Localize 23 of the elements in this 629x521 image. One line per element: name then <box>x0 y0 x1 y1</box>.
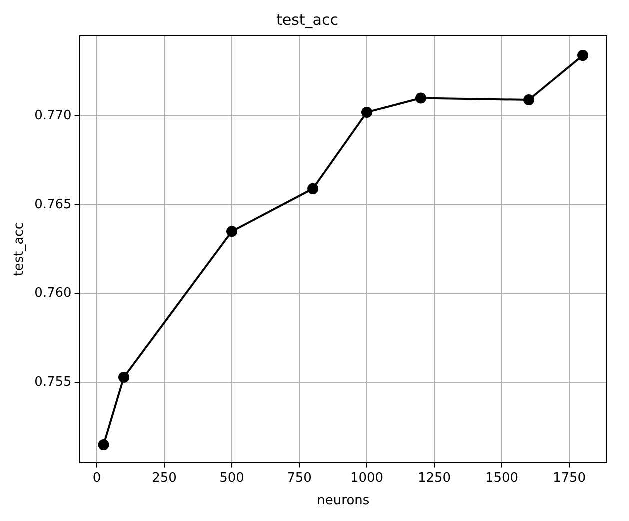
point <box>578 50 589 62</box>
y-tick-label: 0.760 <box>34 286 72 302</box>
point <box>118 372 130 383</box>
x-tick-label: 1000 <box>350 470 384 486</box>
point <box>416 92 427 104</box>
x-tick-label: 0 <box>92 470 102 486</box>
point <box>226 226 238 238</box>
x-axis-title: neurons <box>317 494 370 509</box>
x-tick-label: 750 <box>287 470 312 486</box>
y-tick-label: 0.765 <box>34 197 72 212</box>
x-tick-label: 1500 <box>485 470 519 486</box>
x-tick-label: 250 <box>152 470 177 486</box>
point <box>98 440 110 451</box>
point <box>362 106 373 118</box>
y-axis-title: test_acc <box>12 222 28 276</box>
y-tick-label: 0.755 <box>34 375 72 390</box>
chart-title: test_acc <box>276 10 338 29</box>
x-tick-label: 1750 <box>552 470 586 486</box>
x-tick-label: 500 <box>220 470 244 486</box>
point <box>308 183 319 194</box>
point <box>524 94 535 106</box>
y-tick-label: 0.770 <box>34 108 72 124</box>
x-tick-label: 1250 <box>418 470 452 486</box>
